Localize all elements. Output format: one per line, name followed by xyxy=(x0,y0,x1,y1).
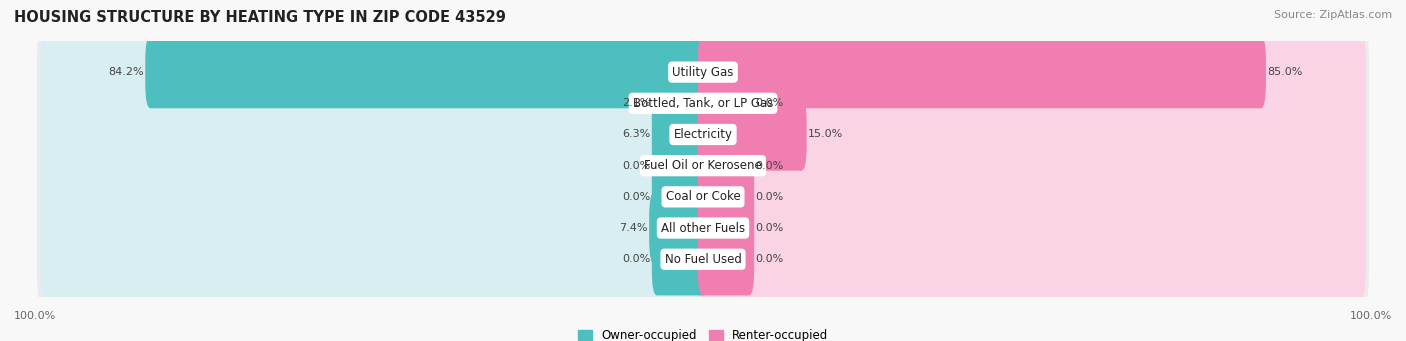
Text: 0.0%: 0.0% xyxy=(623,192,651,202)
FancyBboxPatch shape xyxy=(697,98,807,170)
Text: 0.0%: 0.0% xyxy=(755,161,783,171)
Text: 100.0%: 100.0% xyxy=(1350,311,1392,321)
Text: HOUSING STRUCTURE BY HEATING TYPE IN ZIP CODE 43529: HOUSING STRUCTURE BY HEATING TYPE IN ZIP… xyxy=(14,10,506,25)
FancyBboxPatch shape xyxy=(696,30,1365,115)
FancyBboxPatch shape xyxy=(41,30,710,115)
Text: No Fuel Used: No Fuel Used xyxy=(665,253,741,266)
FancyBboxPatch shape xyxy=(696,123,1365,208)
FancyBboxPatch shape xyxy=(697,130,754,202)
Legend: Owner-occupied, Renter-occupied: Owner-occupied, Renter-occupied xyxy=(572,325,834,341)
FancyBboxPatch shape xyxy=(697,161,754,233)
FancyBboxPatch shape xyxy=(37,14,1369,130)
FancyBboxPatch shape xyxy=(696,217,1365,302)
FancyBboxPatch shape xyxy=(37,201,1369,317)
FancyBboxPatch shape xyxy=(37,45,1369,161)
FancyBboxPatch shape xyxy=(697,36,1265,108)
FancyBboxPatch shape xyxy=(696,61,1365,146)
FancyBboxPatch shape xyxy=(696,92,1365,177)
FancyBboxPatch shape xyxy=(41,61,710,146)
Text: 0.0%: 0.0% xyxy=(755,254,783,264)
Text: 0.0%: 0.0% xyxy=(755,98,783,108)
FancyBboxPatch shape xyxy=(37,170,1369,286)
Text: 2.1%: 2.1% xyxy=(621,98,651,108)
FancyBboxPatch shape xyxy=(41,154,710,239)
FancyBboxPatch shape xyxy=(41,186,710,270)
FancyBboxPatch shape xyxy=(145,36,709,108)
FancyBboxPatch shape xyxy=(37,139,1369,255)
Text: 15.0%: 15.0% xyxy=(808,130,844,139)
Text: 6.3%: 6.3% xyxy=(623,130,651,139)
FancyBboxPatch shape xyxy=(697,223,754,295)
Text: 0.0%: 0.0% xyxy=(755,192,783,202)
Text: 0.0%: 0.0% xyxy=(623,254,651,264)
Text: Bottled, Tank, or LP Gas: Bottled, Tank, or LP Gas xyxy=(633,97,773,110)
FancyBboxPatch shape xyxy=(652,98,709,170)
FancyBboxPatch shape xyxy=(37,76,1369,193)
Text: 0.0%: 0.0% xyxy=(755,223,783,233)
FancyBboxPatch shape xyxy=(652,161,709,233)
Text: 7.4%: 7.4% xyxy=(620,223,648,233)
FancyBboxPatch shape xyxy=(41,217,710,302)
FancyBboxPatch shape xyxy=(696,154,1365,239)
FancyBboxPatch shape xyxy=(37,108,1369,224)
FancyBboxPatch shape xyxy=(697,192,754,264)
Text: Coal or Coke: Coal or Coke xyxy=(665,190,741,203)
FancyBboxPatch shape xyxy=(652,130,709,202)
Text: 85.0%: 85.0% xyxy=(1267,67,1302,77)
Text: All other Fuels: All other Fuels xyxy=(661,222,745,235)
Text: 100.0%: 100.0% xyxy=(14,311,56,321)
FancyBboxPatch shape xyxy=(652,67,709,139)
Text: 84.2%: 84.2% xyxy=(108,67,143,77)
Text: 0.0%: 0.0% xyxy=(623,161,651,171)
FancyBboxPatch shape xyxy=(650,192,709,264)
FancyBboxPatch shape xyxy=(652,223,709,295)
Text: Source: ZipAtlas.com: Source: ZipAtlas.com xyxy=(1274,10,1392,20)
FancyBboxPatch shape xyxy=(41,123,710,208)
FancyBboxPatch shape xyxy=(697,67,754,139)
Text: Electricity: Electricity xyxy=(673,128,733,141)
Text: Utility Gas: Utility Gas xyxy=(672,65,734,79)
FancyBboxPatch shape xyxy=(41,92,710,177)
FancyBboxPatch shape xyxy=(696,186,1365,270)
Text: Fuel Oil or Kerosene: Fuel Oil or Kerosene xyxy=(644,159,762,172)
